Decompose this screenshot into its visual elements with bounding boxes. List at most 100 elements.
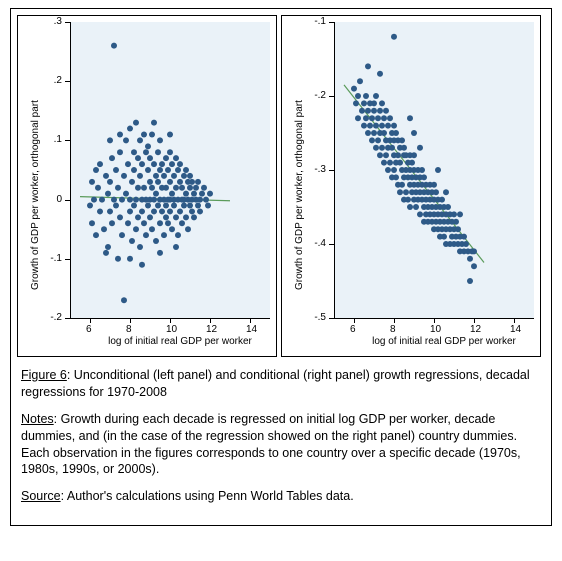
scatter-point [183, 214, 189, 220]
scatter-point [109, 155, 115, 161]
scatter-point [357, 78, 363, 84]
y-tick-label: 0 [56, 194, 62, 205]
scatter-point [117, 214, 123, 220]
x-tick-label: 6 [86, 324, 92, 335]
x-tick-label: 6 [350, 324, 356, 335]
scatter-point [377, 71, 383, 77]
scatter-point [87, 203, 93, 209]
scatter-point [109, 220, 115, 226]
scatter-point [399, 182, 405, 188]
scatter-svg [70, 22, 270, 318]
scatter-point [117, 149, 123, 155]
scatter-point [431, 182, 437, 188]
scatter-point [467, 256, 473, 262]
scatter-point [399, 137, 405, 143]
scatter-point [445, 204, 451, 210]
scatter-point [155, 203, 161, 209]
scatter-point [97, 161, 103, 167]
figure-caption: Figure 6: Unconditional (left panel) and… [21, 367, 541, 401]
scatter-point [145, 143, 151, 149]
scatter-point [377, 152, 383, 158]
scatter-point [361, 100, 367, 106]
scatter-point [355, 115, 361, 121]
scatter-point [105, 244, 111, 250]
scatter-point [365, 63, 371, 69]
scatter-point [419, 167, 425, 173]
scatter-point [141, 131, 147, 137]
scatter-point [145, 203, 151, 209]
scatter-point [387, 115, 393, 121]
scatter-point [123, 137, 129, 143]
scatter-point [365, 130, 371, 136]
scatter-point [159, 161, 165, 167]
x-tick-label: 12 [206, 324, 217, 335]
scatter-point [461, 234, 467, 240]
scatter-point [169, 226, 175, 232]
x-axis-label: log of initial real GDP per worker [354, 336, 534, 347]
scatter-point [131, 167, 137, 173]
scatter-point [363, 115, 369, 121]
y-axis-label: Growth of GDP per worker, orthogonal par… [294, 100, 305, 290]
figure-label: Figure 6 [21, 368, 67, 382]
scatter-point [433, 189, 439, 195]
scatter-point [179, 220, 185, 226]
scatter-point [99, 197, 105, 203]
scatter-point [159, 208, 165, 214]
scatter-point [373, 123, 379, 129]
scatter-point [111, 43, 117, 49]
scatter-point [379, 145, 385, 151]
scatter-point [369, 115, 375, 121]
scatter-point [133, 197, 139, 203]
scatter-point [147, 214, 153, 220]
scatter-point [353, 100, 359, 106]
scatter-point [135, 155, 141, 161]
scatter-point [131, 203, 137, 209]
scatter-panel-right: 68101214-.5-.4-.3-.2-.1log of initial re… [281, 15, 541, 357]
y-tick-label: -.1 [314, 16, 326, 27]
scatter-point [371, 100, 377, 106]
x-tick-label: 10 [430, 324, 441, 335]
scatter-point [151, 161, 157, 167]
scatter-point [401, 145, 407, 151]
scatter-point [179, 185, 185, 191]
scatter-point [163, 203, 169, 209]
scatter-point [129, 238, 135, 244]
y-tick-label: .3 [54, 16, 62, 27]
scatter-point [181, 173, 187, 179]
scatter-point [163, 185, 169, 191]
x-tick-label: 12 [470, 324, 481, 335]
y-tick-label: -.2 [314, 90, 326, 101]
scatter-point [127, 256, 133, 262]
scatter-point [413, 204, 419, 210]
scatter-point [139, 262, 145, 268]
scatter-point [107, 179, 113, 185]
scatter-point [375, 137, 381, 143]
scatter-point [143, 232, 149, 238]
scatter-point [175, 232, 181, 238]
scatter-point [149, 226, 155, 232]
scatter-point [383, 152, 389, 158]
scatter-point [157, 167, 163, 173]
scatter-point [205, 203, 211, 209]
scatter-point [391, 167, 397, 173]
scatter-point [371, 108, 377, 114]
y-axis-label: Growth of GDP per worker, orthogonal par… [30, 100, 41, 290]
scatter-point [123, 191, 129, 197]
scatter-point [161, 232, 167, 238]
scatter-point [181, 203, 187, 209]
y-tick-label: -.4 [314, 238, 326, 249]
scatter-point [117, 131, 123, 137]
chart-panels-row: 68101214-.2-.10.1.2.3log of initial real… [11, 9, 551, 359]
scatter-point [151, 120, 157, 126]
scatter-point [389, 145, 395, 151]
scatter-point [363, 93, 369, 99]
scatter-point [167, 149, 173, 155]
scatter-point [161, 173, 167, 179]
x-axis-line [334, 318, 534, 319]
scatter-point [113, 167, 119, 173]
x-axis-line [70, 318, 270, 319]
scatter-point [135, 214, 141, 220]
scatter-point [191, 191, 197, 197]
scatter-point [189, 179, 195, 185]
scatter-point [121, 173, 127, 179]
